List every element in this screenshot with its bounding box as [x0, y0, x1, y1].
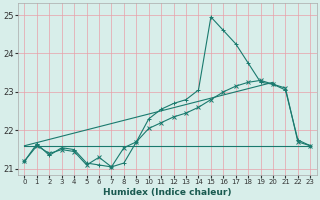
X-axis label: Humidex (Indice chaleur): Humidex (Indice chaleur) [103, 188, 232, 197]
